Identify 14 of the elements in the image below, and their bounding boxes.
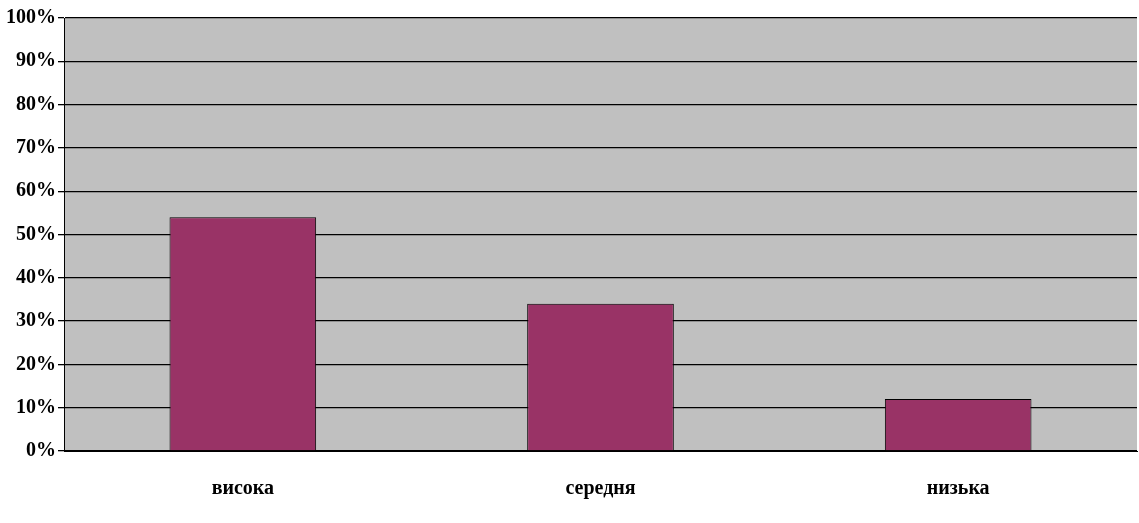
x-tick-label: висока: [211, 476, 275, 499]
x-tick-label: середня: [565, 476, 636, 500]
y-tick-label: 40%: [16, 264, 56, 287]
y-tick-label: 30%: [16, 308, 56, 331]
y-tick-label: 0%: [26, 438, 56, 461]
y-tick-label: 70%: [16, 135, 56, 158]
x-tick-label: низька: [926, 476, 990, 499]
y-tick-label: 20%: [16, 351, 56, 374]
y-tick-label: 90%: [16, 48, 56, 71]
y-tick-label: 60%: [16, 178, 56, 201]
y-tick-label: 50%: [16, 221, 56, 244]
y-tick-label: 80%: [16, 91, 56, 114]
y-tick-label: 10%: [16, 394, 56, 417]
y-tick-label: 100%: [6, 5, 56, 28]
